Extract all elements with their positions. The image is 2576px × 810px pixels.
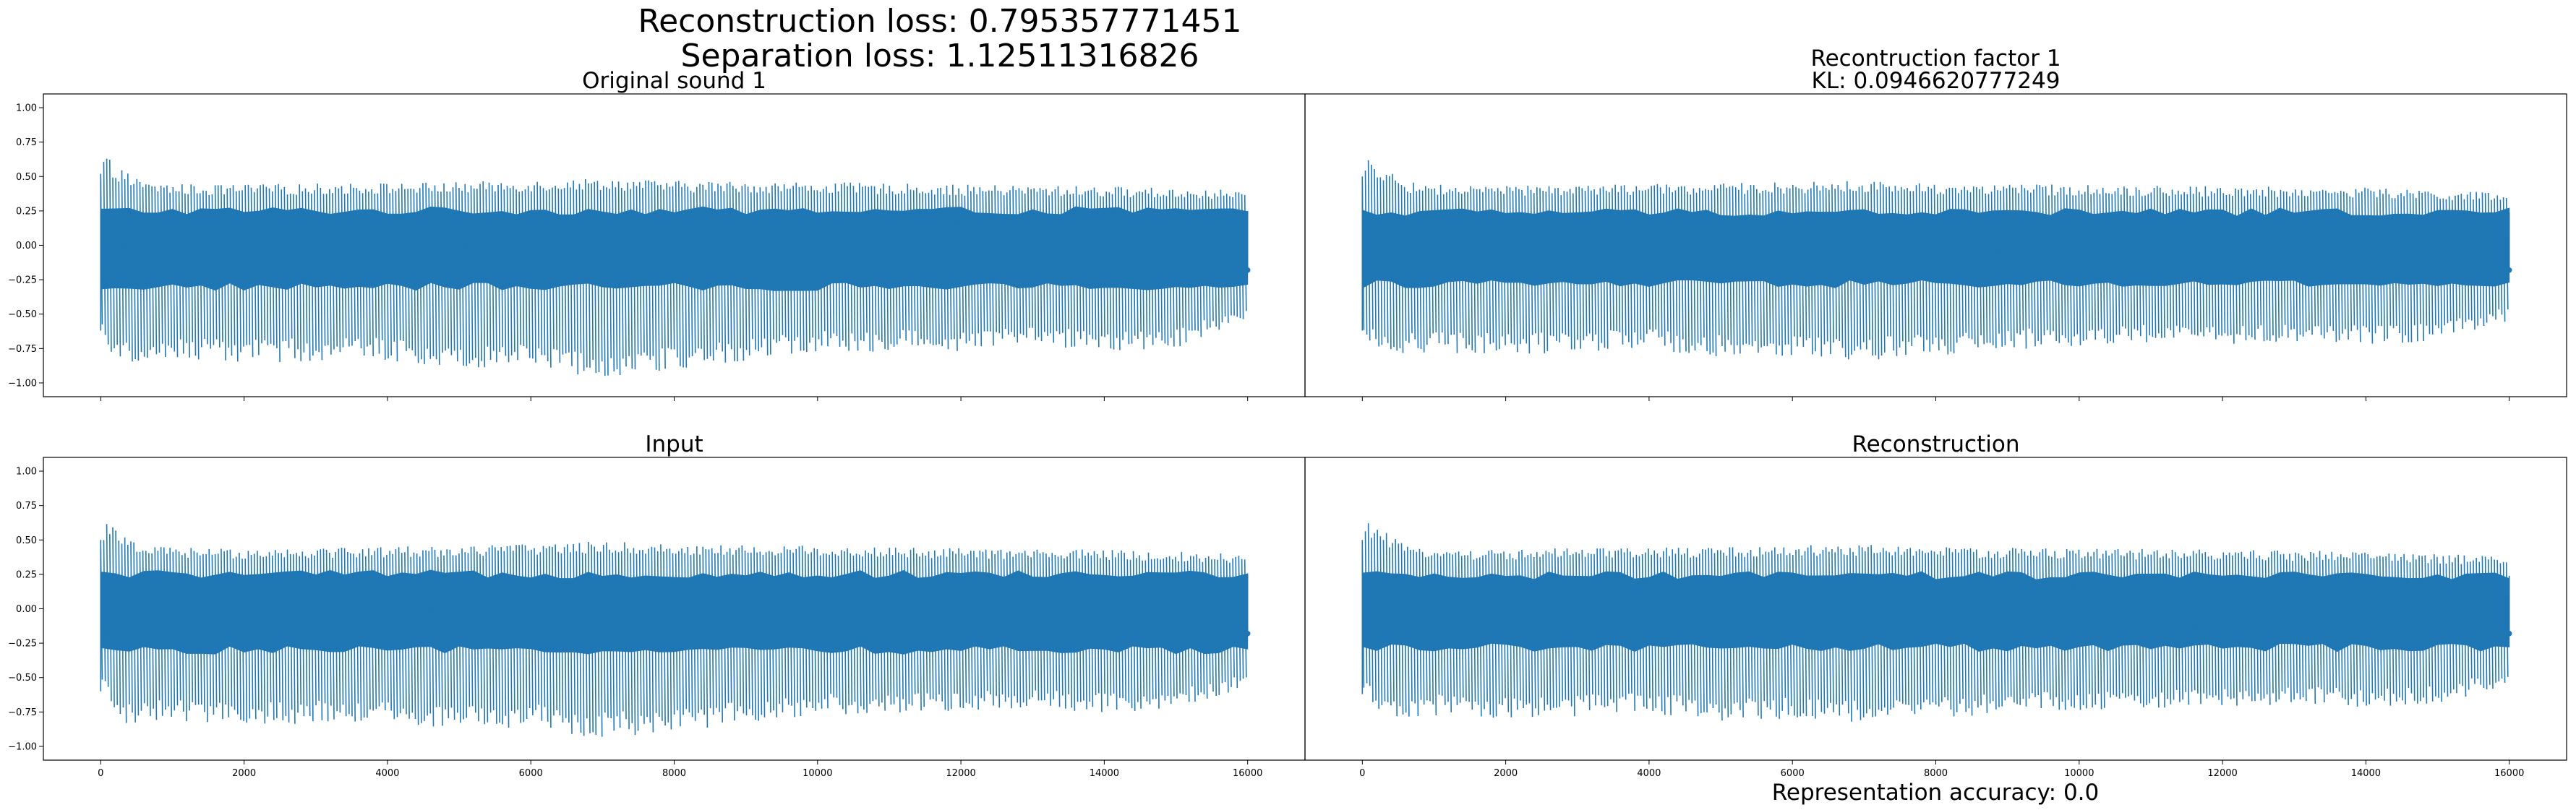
y-tick-label: 0.00 [16,241,37,251]
x-tick-label: 14000 [1090,768,1119,779]
x-tick-label: 4000 [375,768,399,779]
x-tick-label: 2000 [232,768,256,779]
signal-oscillation [100,524,1247,737]
suptitle-reconstruction-loss: Reconstruction loss: 0.795357771451 [638,3,1242,40]
y-tick-label: 0.50 [16,172,37,183]
representation-accuracy-label: Representation accuracy: 0.0 [1772,780,2100,806]
y-tick-label: −0.50 [8,673,37,684]
subplot-title-top-left: Original sound 1 [582,68,766,94]
x-tick-label: 0 [98,768,103,779]
x-tick-label: 4000 [1637,768,1661,779]
y-tick-label: 0.00 [16,604,37,615]
y-tick-label: −0.75 [8,707,37,718]
signal-oscillation [1361,523,2509,722]
x-tick-label: 16000 [1233,768,1262,779]
signal-waveform-top-left [100,158,1251,376]
x-tick-label: 6000 [1781,768,1805,779]
signal-waveform-bottom-right [1361,523,2512,722]
y-tick-label: −0.50 [8,309,37,320]
y-tick-label: 0.50 [16,535,37,546]
y-tick-label: 0.25 [16,206,37,217]
y-tick-label: −1.00 [8,741,37,752]
y-tick-label: −0.25 [8,639,37,650]
signal-end-point [2506,630,2512,637]
subplot-bottom-right: Reconstruction 0 2000 4000 6000 8000 10000 1200… [1304,431,2567,779]
y-tick-label: 0.25 [16,569,37,580]
y-tick-label: 0.75 [16,501,37,512]
x-tick-label: 14000 [2351,768,2381,779]
subplot-title-bottom-left: Input [645,431,703,457]
signal-waveform-bottom-left [100,524,1251,737]
y-tick-label: 1.00 [16,467,37,478]
signal-oscillation [1361,160,2509,360]
subplot-grid: Original sound 1 −1.00 −0.75 −0.50 −0.25 0.00… [8,46,2567,779]
x-tick-label: 12000 [946,768,975,779]
x-tick-label: 10000 [2064,768,2094,779]
y-tick-label: 1.00 [16,103,37,114]
x-tick-label: 0 [1359,768,1365,779]
subplot-top-left: Original sound 1 −1.00 −0.75 −0.50 −0.25 0.00… [8,68,1306,401]
y-tick-label: −0.75 [8,344,37,355]
signal-end-point [1244,267,1251,273]
subplot-title-bottom-right: Reconstruction [1852,431,2019,457]
signal-end-point [2506,267,2512,273]
y-tick-label: 0.75 [16,137,37,148]
subplot-bottom-left: Input 0 2000 4000 6000 8000 10000 12000 14000 160… [8,431,1306,779]
x-tick-label: 8000 [1924,768,1948,779]
suptitle-separation-loss: Separation loss: 1.12511316826 [681,38,1199,74]
signal-end-point [1244,630,1251,637]
signal-waveform-top-right [1361,160,2512,360]
x-tick-label: 2000 [1494,768,1518,779]
x-tick-label: 10000 [803,768,832,779]
x-tick-label: 12000 [2207,768,2237,779]
subplot-top-right: Recontruction factor 1KL: 0.094662077724… [1304,46,2567,401]
y-tick-label: −0.25 [8,275,37,286]
x-tick-label: 8000 [662,768,686,779]
x-tick-label: 6000 [519,768,543,779]
subplot-title-top-right-line2: KL: 0.0946620777249 [1812,68,2061,94]
y-tick-label: −1.00 [8,378,37,389]
signal-oscillation [100,158,1247,376]
subplot-title-top-right-line1: Recontruction factor 1 [1810,46,2061,72]
x-tick-label: 16000 [2494,768,2524,779]
